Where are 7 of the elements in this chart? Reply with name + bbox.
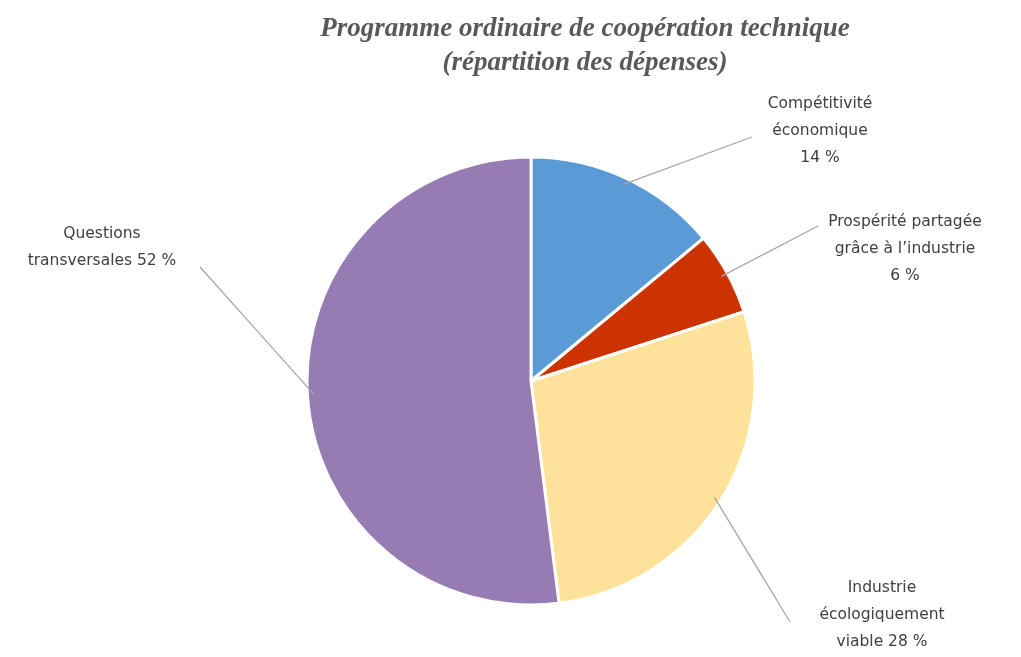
- chart-title: Programme ordinaire de coopération technique (répartition des dépenses): [319, 12, 850, 76]
- data-label: 6 %: [890, 266, 920, 284]
- slice-label: Industrie écologiquement viable 28 %: [819, 578, 945, 650]
- data-label: 14 %: [800, 148, 840, 166]
- slice-label: Questions transversales 52 %: [27, 224, 177, 269]
- slice-label: Compétitivité économique: [767, 94, 873, 139]
- slice-label: Prospérité partagée grâce à l’industrie: [828, 212, 982, 257]
